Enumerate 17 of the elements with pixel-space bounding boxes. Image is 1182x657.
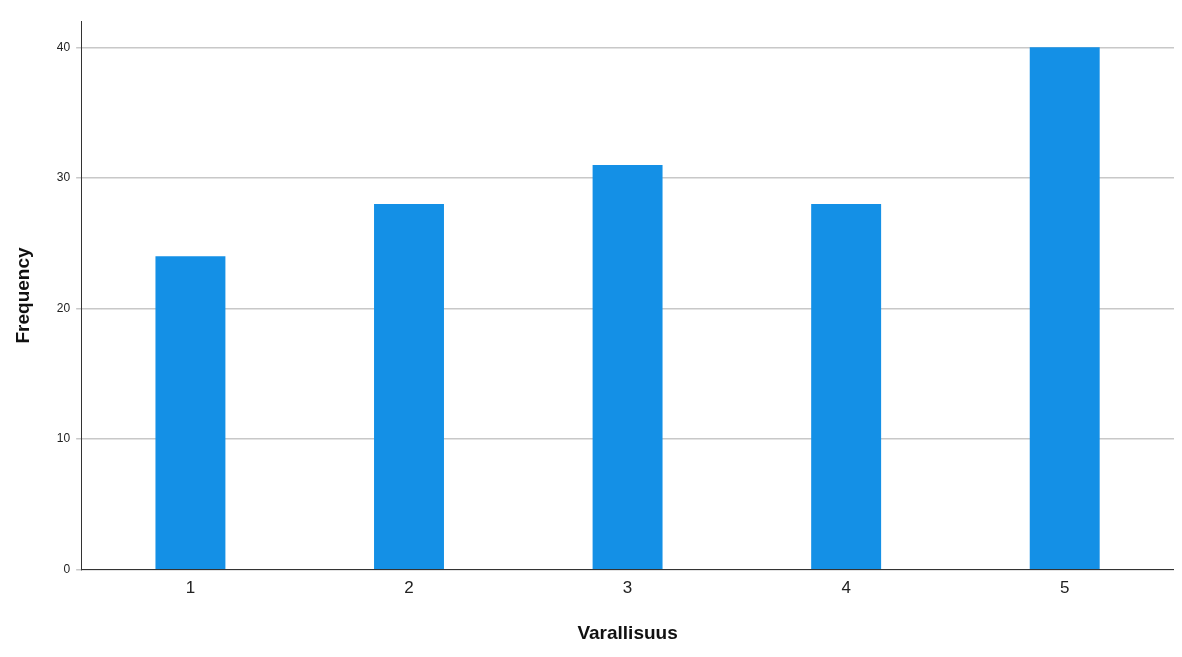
y-tick-label: 30 bbox=[56, 170, 71, 185]
y-tick-label: 20 bbox=[56, 300, 71, 315]
bar bbox=[1029, 47, 1100, 570]
x-tick-label: 4 bbox=[841, 577, 851, 597]
x-tick-label: 3 bbox=[622, 577, 633, 597]
y-axis-title: Frequency bbox=[11, 247, 33, 344]
bar bbox=[374, 204, 444, 570]
bar bbox=[811, 204, 882, 570]
bar bbox=[592, 164, 663, 570]
y-tick-label: 40 bbox=[56, 39, 71, 54]
y-tick-label: 0 bbox=[63, 562, 71, 577]
x-tick-label: 5 bbox=[1059, 577, 1070, 597]
x-tick-label: 2 bbox=[404, 577, 414, 597]
x-axis-title: Varallisuus bbox=[577, 621, 678, 643]
x-tick-label: 1 bbox=[185, 577, 196, 597]
bar bbox=[155, 256, 226, 570]
y-tick-label: 10 bbox=[56, 431, 71, 446]
